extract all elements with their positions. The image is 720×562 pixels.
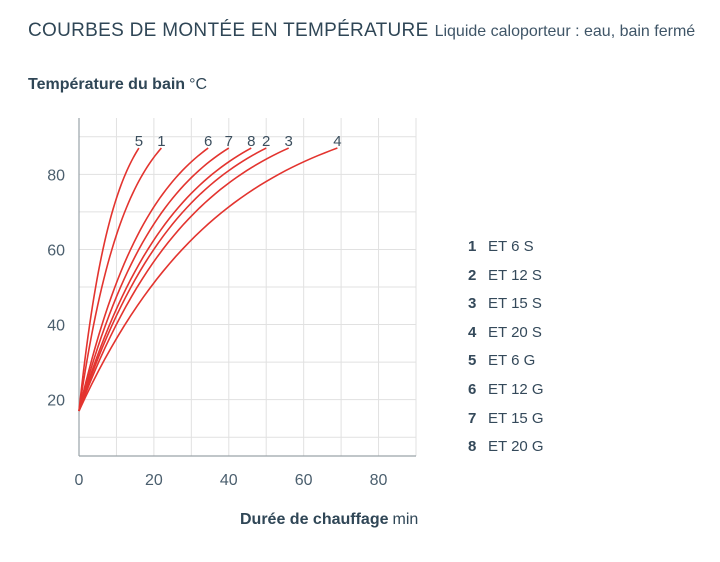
x-axis-label: Durée de chauffage min <box>240 511 418 529</box>
y-tick-label: 20 <box>47 393 65 410</box>
y-axis-label: Température du bain °C <box>28 76 207 94</box>
chart-title: COURBES DE MONTÉE EN TEMPÉRATURE <box>28 20 429 41</box>
x-tick-label: 40 <box>220 472 238 489</box>
y-tick-label: 60 <box>47 242 65 259</box>
curve-6 <box>78 147 209 412</box>
curve-label-1: 1 <box>157 133 165 150</box>
curve-4 <box>78 147 338 412</box>
legend-item-4: 4 ET 20 S <box>468 324 544 353</box>
curve-2 <box>78 147 267 412</box>
curve-label-3: 3 <box>285 133 293 150</box>
curve-3 <box>78 147 290 412</box>
legend-number: 4 <box>468 323 477 341</box>
chart-subtitle: Liquide caloporteur : eau, bain fermé <box>434 23 696 40</box>
legend-label: ET 15 G <box>488 409 544 427</box>
x-axis-title: Durée de chauffage <box>240 511 389 528</box>
legend-item-1: 1 ET 6 S <box>468 238 544 267</box>
legend-label: ET 6 S <box>488 238 534 255</box>
curve-label-7: 7 <box>225 133 233 150</box>
y-tick-label: 40 <box>47 318 65 335</box>
x-tick-label: 80 <box>370 472 388 489</box>
legend-label: ET 15 S <box>488 295 542 313</box>
x-tick-label: 20 <box>145 472 163 489</box>
legend-item-6: 6 ET 12 G <box>468 381 544 410</box>
curve-label-6: 6 <box>204 133 212 150</box>
legend-item-7: 7 ET 15 G <box>468 410 544 439</box>
legend-label: ET 12 G <box>488 380 544 398</box>
curve-label-2: 2 <box>262 133 270 150</box>
curve-label-4: 4 <box>333 133 341 150</box>
curve-8 <box>78 147 252 412</box>
legend-label: ET 12 S <box>488 266 542 284</box>
legend-number: 1 <box>468 238 477 255</box>
y-tick-label: 80 <box>47 167 65 184</box>
legend-number: 3 <box>468 295 477 313</box>
chart-title-block: COURBES DE MONTÉE EN TEMPÉRATURE Liquide … <box>28 20 695 42</box>
x-tick-label: 0 <box>75 472 84 489</box>
x-tick-label: 60 <box>295 472 313 489</box>
y-axis-title: Température du bain <box>28 76 186 93</box>
curve-1 <box>78 147 162 412</box>
curve-label-5: 5 <box>135 133 143 150</box>
legend-item-5: 5 ET 6 G <box>468 352 544 381</box>
x-axis-unit: min <box>392 511 419 528</box>
legend-label: ET 6 G <box>488 352 536 370</box>
legend: 1 ET 6 S 2 ET 12 S 3 ET 15 S 4 ET 20 S 5 ET 6… <box>468 238 544 467</box>
curve-7 <box>78 147 230 412</box>
legend-number: 7 <box>468 409 477 427</box>
legend-number: 6 <box>468 380 477 398</box>
curve-label-8: 8 <box>247 133 255 150</box>
legend-number: 8 <box>468 438 477 456</box>
legend-item-2: 2 ET 12 S <box>468 267 544 296</box>
legend-item-3: 3 ET 15 S <box>468 295 544 324</box>
legend-number: 5 <box>468 352 477 370</box>
y-axis-unit: °C <box>189 76 208 93</box>
legend-label: ET 20 S <box>488 323 542 341</box>
legend-label: ET 20 G <box>488 438 544 456</box>
legend-number: 2 <box>468 266 477 284</box>
legend-item-8: 8 ET 20 G <box>468 438 544 467</box>
curve-5 <box>78 147 140 412</box>
